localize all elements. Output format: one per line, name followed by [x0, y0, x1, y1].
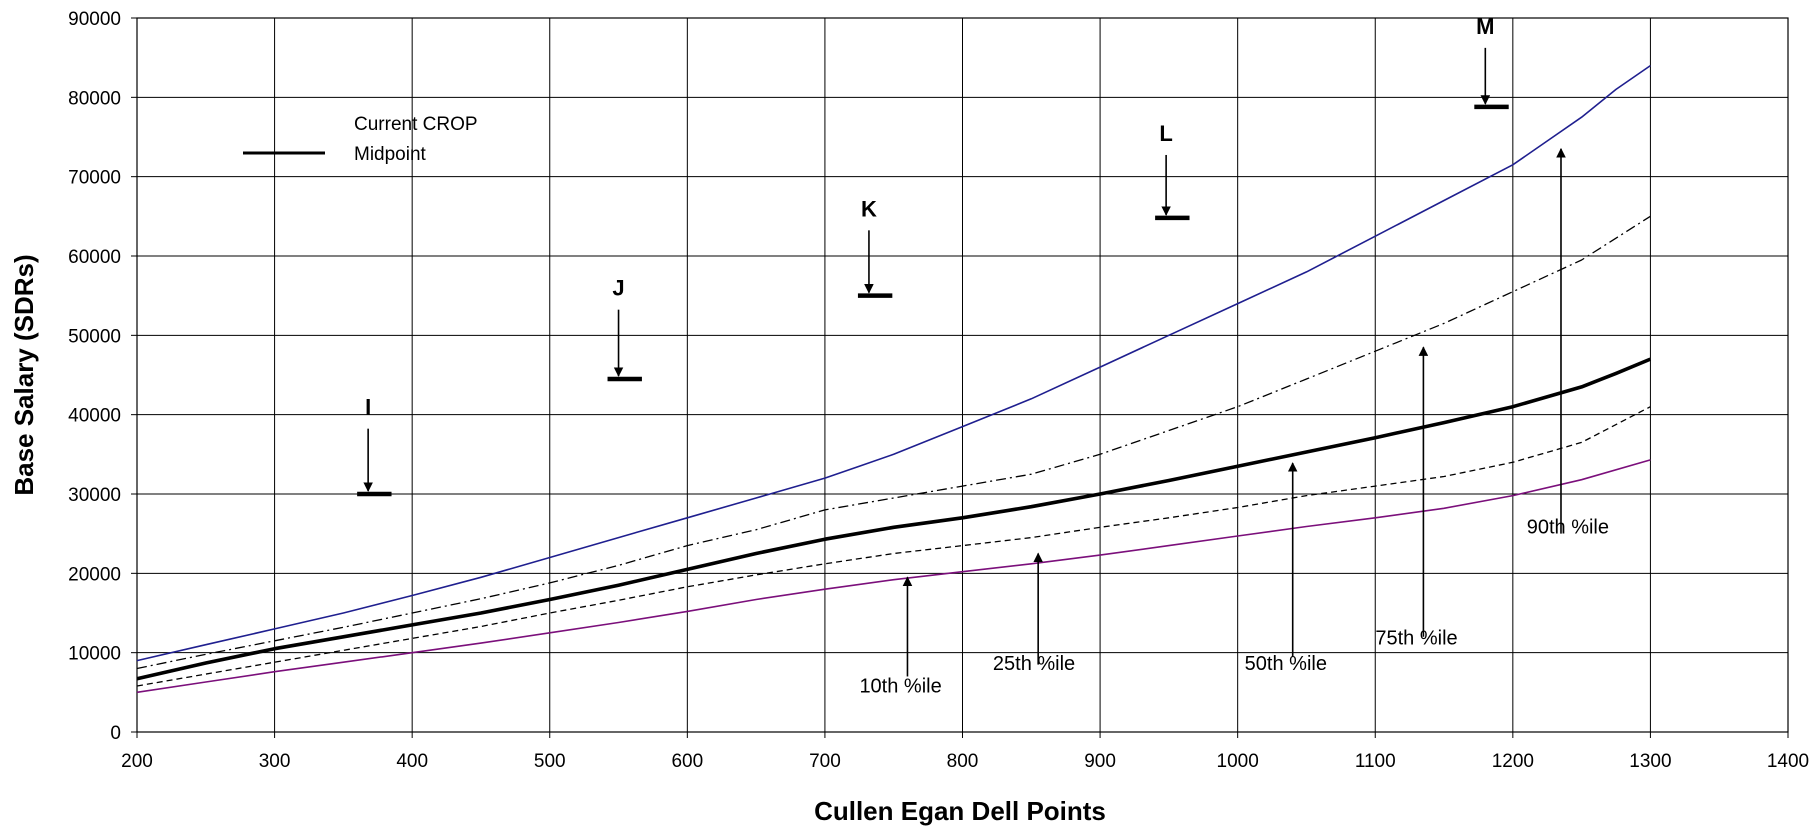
y-tick-label: 80000: [68, 88, 121, 109]
x-tick-label: 200: [121, 751, 153, 772]
y-axis-title: Base Salary (SDRs): [9, 254, 39, 495]
x-tick-label: 500: [534, 751, 566, 772]
percentile-annotations: 10th %ile 25th %ile 50th %ile 75th %ile 90th…: [859, 147, 1609, 697]
y-tick-label: 40000: [68, 406, 121, 427]
annotation-label-75th-ile: 75th %ile: [1375, 628, 1457, 650]
annotation-label-25th-ile: 25th %ile: [993, 653, 1075, 675]
y-tick-label: 50000: [68, 326, 121, 347]
x-tick-label: 1200: [1492, 751, 1534, 772]
y-tick-label: 10000: [68, 644, 121, 665]
legend-label-line2: Midpoint: [354, 144, 427, 165]
y-tick-label: 70000: [68, 168, 121, 189]
grade-i-label: I: [365, 395, 371, 420]
series-line-90th-ile: [136, 64, 1651, 662]
x-tick-label: 1100: [1355, 751, 1396, 772]
series-line-25th-ile: [136, 459, 1651, 694]
legend: Current CROP Midpoint: [243, 114, 478, 165]
x-tick-label: 1300: [1629, 751, 1671, 772]
annotation-label-90th-ile: 90th %ile: [1527, 517, 1609, 539]
annotation-label-50th-ile: 50th %ile: [1245, 653, 1327, 675]
axes: 200 300 400 500 600 700 800 900 1000 1100 1200 1300…: [68, 9, 1809, 772]
x-tick-label: 1000: [1217, 751, 1259, 772]
data-series: [136, 64, 1652, 694]
y-tick-label: 90000: [68, 9, 121, 30]
x-axis-title: Cullen Egan Dell Points: [814, 796, 1106, 826]
x-tick-label: 1400: [1767, 751, 1809, 772]
x-tick-label: 400: [396, 751, 428, 772]
x-tick-label: 900: [1084, 751, 1116, 772]
annotation-label-10th-ile: 10th %ile: [859, 675, 941, 697]
plot-frame: [136, 17, 1789, 733]
x-tick-label: 300: [259, 751, 291, 772]
x-tick-label: 600: [671, 751, 703, 772]
y-tick-label: 0: [110, 723, 121, 744]
grade-m-label: M: [1476, 14, 1494, 39]
y-tick-label: 60000: [68, 247, 121, 268]
y-tick-label: 30000: [68, 485, 121, 506]
grade-k-label: K: [861, 196, 877, 221]
grade-markers: I J K L M: [357, 14, 1509, 497]
grade-l-label: L: [1159, 121, 1172, 146]
legend-label-line1: Current CROP: [354, 114, 478, 135]
y-tick-label: 20000: [68, 564, 121, 585]
x-tick-label: 700: [809, 751, 841, 772]
grade-j-label: J: [612, 276, 624, 301]
series-line-current-crop-midpoint: [136, 357, 1652, 681]
series-line-75th-ile: [136, 215, 1651, 670]
x-tick-label: 800: [947, 751, 979, 772]
